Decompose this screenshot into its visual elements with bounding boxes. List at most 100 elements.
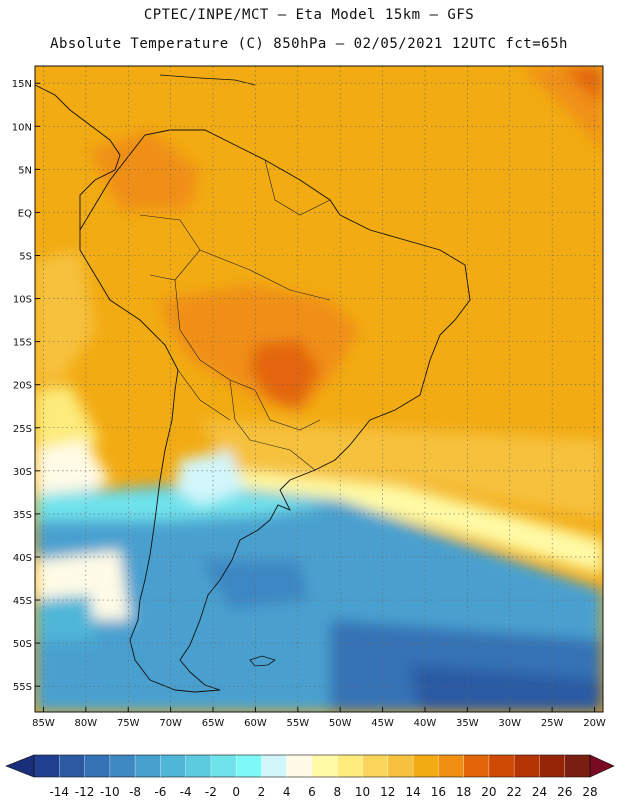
colorbar-swatch (286, 755, 313, 777)
lat-tick-label: 10S (13, 295, 32, 306)
falkland-islands (249, 655, 276, 667)
south-pacific-cool (35, 595, 95, 640)
warm-north (90, 130, 200, 210)
lat-tick-label: 55S (13, 682, 32, 693)
lat-tick-label: 10N (12, 122, 32, 133)
lon-tick-label: 85W (32, 718, 55, 729)
chart-title-line-2: Absolute Temperature (C) 850hPa – 02/05/… (50, 36, 568, 52)
colorbar-swatch (387, 755, 414, 777)
lon-tick-label: 50W (329, 718, 352, 729)
map-frame (34, 65, 604, 713)
colorbar-swatch (362, 755, 389, 777)
lat-tick-label: 45S (13, 596, 32, 607)
cold-core-1 (200, 560, 310, 610)
colorbar-swatch (210, 755, 237, 777)
lat-tick-label: 25S (13, 424, 32, 435)
southern-gradient-1 (200, 420, 603, 520)
colorbar-tick-label: 18 (456, 785, 471, 799)
lon-tick-label: 20W (583, 718, 606, 729)
colorbar-swatch (160, 755, 186, 777)
lat-tick-label: 5S (19, 251, 32, 262)
andes-cool-pocket (175, 450, 245, 505)
colorbar-swatch (463, 755, 490, 777)
colorbar-tick-label: 24 (532, 785, 547, 799)
colorbar-tick-label: -8 (129, 785, 141, 799)
colorbar-swatch (84, 755, 111, 777)
colorbar-tick-label: 12 (380, 785, 395, 799)
country-borders (139, 159, 331, 471)
colorbar-swatch (514, 755, 540, 777)
lon-tick-label: 70W (159, 718, 182, 729)
colorbar-tick-label: 28 (582, 785, 597, 799)
colorbar-swatch (413, 755, 439, 777)
colorbar-tick-label: 26 (557, 785, 572, 799)
colorbar-swatch (236, 755, 262, 777)
latitude-ticks: 15N 10N 5N EQ 5S 10S 15S 20S 25S 30S 35S 40S 45S 50S 5… (12, 79, 40, 693)
chart-title-line-1: CPTEC/INPE/MCT – Eta Model 15km – GFS (143, 7, 475, 23)
lon-tick-label: 75W (117, 718, 140, 729)
gridlines (35, 66, 603, 712)
colorbar-max-arrow (589, 754, 615, 778)
lat-tick-label: 40S (13, 553, 32, 564)
lat-tick-label: 15N (12, 79, 32, 90)
hot-zone-ne (560, 66, 603, 105)
cold-front-edge (35, 490, 330, 520)
colorbar-swatch (59, 755, 85, 777)
colorbar-tick-label: -10 (100, 785, 120, 799)
lat-tick-label: 20S (13, 381, 32, 392)
coldest-core (410, 665, 603, 712)
lon-tick-label: 80W (75, 718, 98, 729)
lat-tick-label: 35S (13, 510, 32, 521)
colorbar-tick-label: -14 (49, 785, 69, 799)
lat-tick-label: 50S (13, 639, 32, 650)
colorbar-swatch (261, 755, 288, 777)
colorbar-swatch (135, 755, 161, 777)
colorbar-tick-label: 8 (333, 785, 341, 799)
colorbar-tick-label: -2 (205, 785, 217, 799)
colorbar-tick-label: 22 (507, 785, 522, 799)
colorbar-swatch (109, 755, 136, 777)
lon-tick-label: 25W (541, 718, 564, 729)
colorbar-tick-label: 0 (232, 785, 240, 799)
colorbar-tick-label: 14 (405, 785, 420, 799)
hot-center (250, 340, 320, 410)
lon-tick-label: 65W (202, 718, 225, 729)
central-america-coast (35, 84, 121, 230)
colorbar-tick-label: 10 (355, 785, 370, 799)
colorbar-swatch (185, 755, 212, 777)
colorbar-swatch (337, 755, 363, 777)
lon-tick-label: 55W (286, 718, 309, 729)
colorbar-swatch (312, 755, 338, 777)
colorbar-tick-label: -6 (154, 785, 166, 799)
pacific-band (35, 250, 95, 380)
colorbar-tick-label: 4 (283, 785, 291, 799)
lat-tick-label: 30S (13, 467, 32, 478)
colorbar-swatch (488, 755, 515, 777)
colorbar-swatch (34, 755, 60, 777)
lat-tick-label: EQ (18, 208, 32, 219)
lat-tick-label: 15S (13, 338, 32, 349)
transition-cream-west (35, 440, 110, 500)
lon-tick-label: 30W (498, 718, 521, 729)
colorbar-swatch (438, 755, 464, 777)
colorbar-tick-label: 2 (258, 785, 266, 799)
lon-tick-label: 40W (414, 718, 437, 729)
colorbar: -14 -12 -10 -8 -6 -4 -2 0 2 4 6 8 10 12 14 16 18 20 22 24 26… (5, 754, 615, 799)
colorbar-min-arrow (5, 754, 35, 778)
colorbar-tick-label: -4 (180, 785, 192, 799)
colorbar-tick-label: 16 (431, 785, 446, 799)
colorbar-swatch (564, 755, 591, 777)
colorbar-swatch (539, 755, 566, 777)
lon-tick-label: 45W (371, 718, 394, 729)
warm-zone-ne (520, 66, 603, 150)
caribbean-islands (159, 74, 256, 86)
colorbar-tick-label: -12 (75, 785, 95, 799)
temperature-field (35, 66, 603, 712)
lon-tick-label: 60W (244, 718, 267, 729)
longitude-ticks: 85W 80W 75W 70W 65W 60W 55W 50W 45W 40W 35W 30W 25W 2… (32, 707, 606, 729)
lon-tick-label: 35W (456, 718, 479, 729)
transition-yellow (230, 470, 603, 575)
south-america-coast (79, 129, 471, 693)
colorbar-tick-label: 20 (481, 785, 496, 799)
